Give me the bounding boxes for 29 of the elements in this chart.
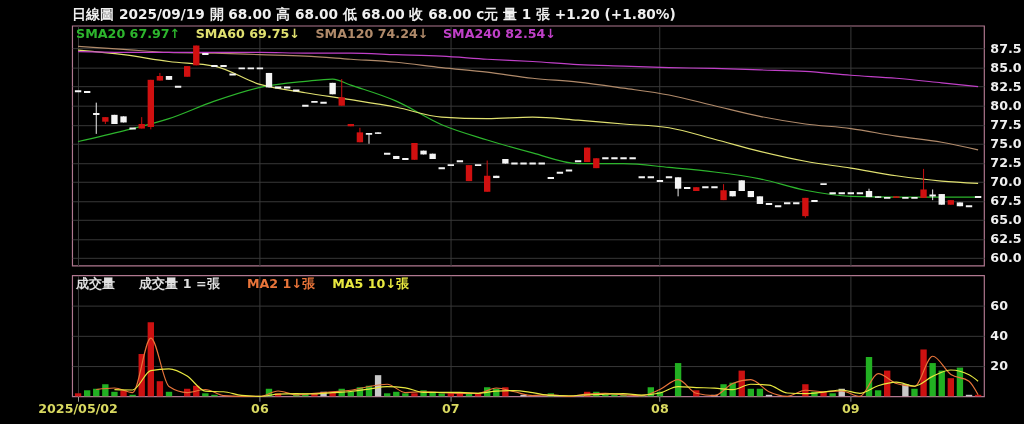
chart-title: 成交量 <box>75 276 116 292</box>
x-tick-label: 09 <box>842 401 860 417</box>
y-tick-label: 72.5 <box>990 155 1022 171</box>
y-tick-label: 67.5 <box>990 193 1022 209</box>
chart-subtitle: 成交量 1 =張 <box>138 276 221 292</box>
y-tick-label: 87.5 <box>990 40 1022 56</box>
y-tick-label: 80.0 <box>990 98 1022 114</box>
y-tick-label: 70.0 <box>990 174 1022 190</box>
y-tick-label: 60 <box>990 298 1009 314</box>
y-tick-label: 65.0 <box>990 212 1022 228</box>
y-tick-label: 82.5 <box>990 79 1022 95</box>
y-tick-label: 75.0 <box>990 136 1022 152</box>
y-tick-label: 62.5 <box>990 231 1022 247</box>
y-tick-label: 85.0 <box>990 60 1022 76</box>
series-label: SMA120 74.24↓ <box>315 26 429 42</box>
x-tick-label: 08 <box>651 401 669 417</box>
y-tick-label: 40 <box>990 328 1009 344</box>
text: SMA20 67.97↑ <box>76 26 181 42</box>
x-tick-label: 06 <box>251 401 269 417</box>
y-tick-label: 77.5 <box>990 117 1022 133</box>
x-tick-label: 2025/05/02 <box>38 401 118 417</box>
y-tick-label: 60.0 <box>990 250 1022 266</box>
series-label: SMA240 82.54↓ <box>442 26 556 42</box>
text: MA2 1↓張 <box>246 276 316 292</box>
text: MA5 10↓張 <box>332 276 410 292</box>
chart-title: 日線圖 2025/09/19 開 68.00 高 68.00 低 68.00 收 68.00 c元 量 1 張 +1.20 (+1.80%) <box>72 5 676 22</box>
x-tick-label: 07 <box>442 401 460 417</box>
y-tick-label: 20 <box>990 358 1009 374</box>
series-label: SMA60 69.75↓ <box>195 26 300 42</box>
